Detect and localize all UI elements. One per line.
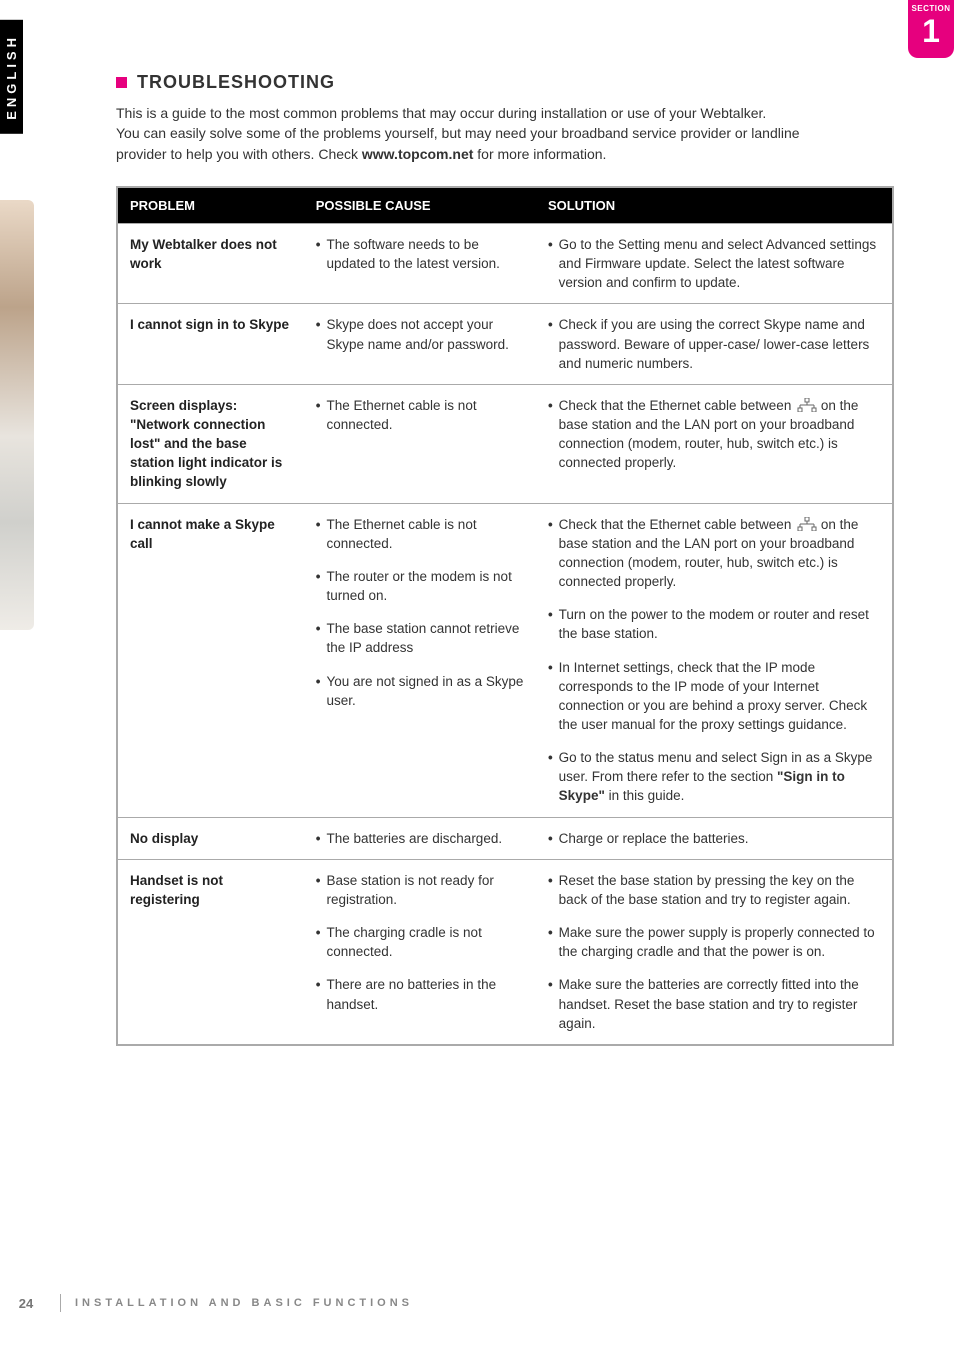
page-content: TROUBLESHOOTING This is a guide to the m… — [116, 0, 894, 1046]
intro-line-2: You can easily solve some of the problem… — [116, 125, 800, 141]
footer-text: INSTALLATION AND BASIC FUNCTIONS — [75, 1297, 413, 1309]
page-heading: TROUBLESHOOTING — [137, 72, 335, 93]
solution-item: •Make sure the batteries are correctly f… — [548, 975, 880, 1032]
solution-item: •Reset the base station by pressing the … — [548, 871, 880, 909]
cell-cause: •The Ethernet cable is not connected. •Th… — [304, 504, 536, 817]
footer-divider — [60, 1294, 61, 1312]
cell-problem: No display — [118, 818, 304, 859]
solution-item: •Go to the status menu and select Sign i… — [548, 748, 880, 805]
solution-item: •In Internet settings, check that the IP… — [548, 658, 880, 735]
intro-text: This is a guide to the most common probl… — [116, 103, 894, 164]
cause-item: •Base station is not ready for registrat… — [316, 871, 524, 909]
section-label: SECTION — [908, 4, 954, 13]
cell-cause: •Base station is not ready for registrat… — [304, 860, 536, 1044]
heading-bullet-square — [116, 77, 127, 88]
intro-tail: for more information. — [473, 146, 606, 162]
page-footer: 24 INSTALLATION AND BASIC FUNCTIONS — [0, 1294, 413, 1312]
cell-cause: •The batteries are discharged. — [304, 818, 536, 859]
cause-item: •The charging cradle is not connected. — [316, 923, 524, 961]
cause-item: •Skype does not accept your Skype name a… — [316, 315, 524, 353]
solution-item: •Check if you are using the correct Skyp… — [548, 315, 880, 372]
side-decorative-image — [0, 200, 34, 630]
section-badge: SECTION 1 — [908, 0, 954, 58]
cell-problem: Screen displays: "Network connection los… — [118, 385, 304, 503]
solution-item: •Charge or replace the batteries. — [548, 829, 880, 848]
table-row: Handset is not registering •Base station … — [118, 859, 892, 1044]
table-row: I cannot make a Skype call•The Ethernet … — [118, 503, 892, 817]
cell-solution: •Check that the Ethernet cable between o… — [536, 385, 892, 503]
th-cause: POSSIBLE CAUSE — [304, 188, 536, 223]
cause-item: •You are not signed in as a Skype user. — [316, 672, 524, 710]
th-solution: SOLUTION — [536, 188, 892, 223]
cause-item: •The base station cannot retrieve the IP… — [316, 619, 524, 657]
table-row: I cannot sign in to Skype •Skype does not… — [118, 303, 892, 383]
cell-solution: •Charge or replace the batteries. — [536, 818, 892, 859]
solution-item: •Check that the Ethernet cable between o… — [548, 515, 880, 592]
table-row: My Webtalker does not work •The software … — [118, 223, 892, 303]
cell-problem: I cannot sign in to Skype — [118, 304, 304, 383]
cell-problem: I cannot make a Skype call — [118, 504, 304, 817]
intro-url: www.topcom.net — [362, 146, 473, 162]
cause-item: •The Ethernet cable is not connected. — [316, 396, 524, 434]
cell-solution: •Reset the base station by pressing the … — [536, 860, 892, 1044]
heading-row: TROUBLESHOOTING — [116, 72, 894, 93]
cell-solution: •Go to the Setting menu and select Advan… — [536, 224, 892, 303]
troubleshoot-table: PROBLEM POSSIBLE CAUSE SOLUTION My Webta… — [116, 186, 894, 1046]
intro-line-1: This is a guide to the most common probl… — [116, 105, 766, 121]
solution-item: •Check that the Ethernet cable between o… — [548, 396, 880, 473]
cause-item: •The router or the modem is not turned o… — [316, 567, 524, 605]
page-number: 24 — [0, 1296, 52, 1311]
table-body: My Webtalker does not work •The software … — [118, 223, 892, 1044]
cause-item: •There are no batteries in the handset. — [316, 975, 524, 1013]
cell-problem: My Webtalker does not work — [118, 224, 304, 303]
solution-item: •Turn on the power to the modem or route… — [548, 605, 880, 643]
table-row: No display •The batteries are discharged.… — [118, 817, 892, 859]
cause-item: •The batteries are discharged. — [316, 829, 524, 848]
cause-item: •The software needs to be updated to the… — [316, 235, 524, 273]
table-header: PROBLEM POSSIBLE CAUSE SOLUTION — [118, 188, 892, 223]
cell-cause: •The software needs to be updated to the… — [304, 224, 536, 303]
cell-solution: •Check that the Ethernet cable between o… — [536, 504, 892, 817]
cell-cause: •The Ethernet cable is not connected. — [304, 385, 536, 503]
cause-item: •The Ethernet cable is not connected. — [316, 515, 524, 553]
th-problem: PROBLEM — [118, 188, 304, 223]
solution-item: •Go to the Setting menu and select Advan… — [548, 235, 880, 292]
cell-problem: Handset is not registering — [118, 860, 304, 1044]
language-tab: ENGLISH — [0, 20, 23, 134]
table-row: Screen displays: "Network connection los… — [118, 384, 892, 503]
section-number: 1 — [908, 15, 954, 47]
solution-item: •Make sure the power supply is properly … — [548, 923, 880, 961]
cell-cause: •Skype does not accept your Skype name a… — [304, 304, 536, 383]
intro-line-3: provider to help you with others. Check — [116, 146, 362, 162]
cell-solution: •Check if you are using the correct Skyp… — [536, 304, 892, 383]
